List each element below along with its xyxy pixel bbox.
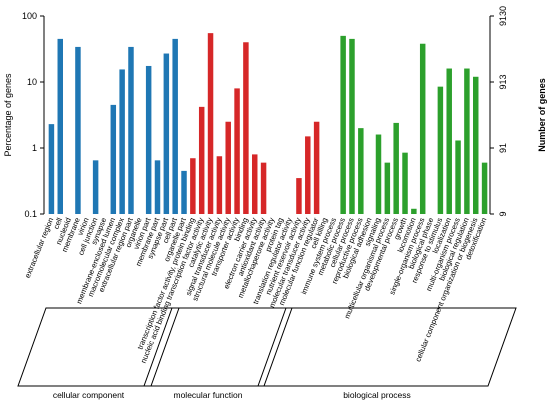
bar — [110, 104, 117, 214]
bar — [216, 156, 223, 214]
bar — [260, 162, 267, 214]
bar — [411, 208, 417, 214]
bar — [75, 46, 81, 214]
y-tick-label: 10 — [27, 77, 37, 87]
bar — [305, 136, 311, 214]
y2-axis-label: Number of genes — [537, 78, 547, 152]
bar — [375, 134, 382, 214]
category-label: extracellular region — [23, 216, 55, 279]
bar — [234, 88, 240, 214]
group-label: cellular component — [53, 390, 125, 400]
bar — [181, 170, 187, 214]
bar — [393, 122, 399, 214]
bar — [145, 65, 152, 214]
bar — [340, 35, 346, 214]
bar — [464, 68, 470, 215]
y2-tick-label: 91 — [498, 143, 508, 153]
bar — [419, 43, 426, 214]
bar — [207, 33, 214, 214]
bar — [57, 38, 64, 215]
bar — [296, 178, 302, 214]
y2-tick-label: 913 — [498, 74, 508, 89]
bar — [313, 121, 320, 214]
bar — [349, 38, 355, 215]
bar — [455, 140, 461, 214]
y2-axis-ticks: 9130 913 91 9 — [490, 6, 508, 217]
bar — [48, 124, 55, 214]
group-frame — [143, 307, 293, 387]
bar — [243, 42, 249, 215]
bar — [481, 162, 488, 214]
category-labels: extracellular regioncellnucleoidmembrane… — [23, 216, 489, 365]
bar — [251, 154, 258, 214]
group-frame — [257, 307, 517, 387]
y-tick-label: 1 — [32, 143, 37, 153]
group-label: molecular function — [174, 390, 243, 400]
category-label: cell — [51, 216, 64, 230]
bar — [92, 160, 99, 214]
bar — [225, 121, 231, 214]
bar — [172, 38, 178, 215]
bar — [163, 53, 170, 214]
y-tick-label: 0.1 — [24, 209, 37, 219]
bar — [402, 152, 408, 214]
bar — [119, 69, 125, 214]
bar — [154, 160, 161, 214]
y-axis-label: Percentage of genes — [3, 73, 13, 157]
bar — [358, 128, 364, 214]
bars-layer — [48, 33, 488, 215]
bar — [446, 68, 452, 215]
group-frames: cellular component molecular function biol… — [17, 307, 517, 400]
y-axis-ticks: 100 10 1 0.1 — [22, 11, 44, 219]
bar — [437, 86, 444, 214]
y-tick-label: 100 — [22, 11, 37, 21]
bar — [198, 106, 205, 214]
bar — [128, 46, 134, 214]
y2-tick-label: 9130 — [498, 6, 508, 26]
bar — [190, 158, 196, 214]
y2-tick-label: 9 — [498, 211, 508, 216]
bar — [384, 162, 391, 214]
group-label: biological process — [343, 390, 411, 400]
bar — [472, 76, 479, 214]
